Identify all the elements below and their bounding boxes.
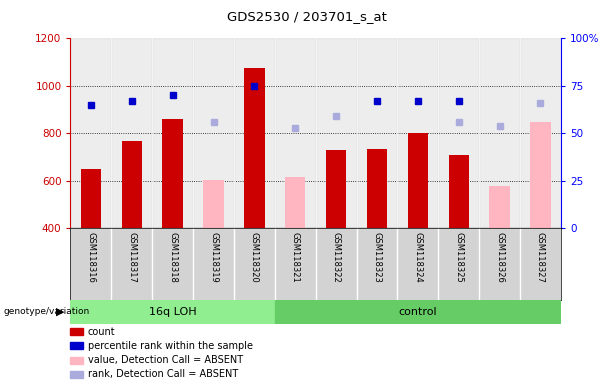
Text: GSM118322: GSM118322 (332, 232, 341, 283)
Bar (70, 343, 83, 349)
FancyBboxPatch shape (275, 300, 561, 324)
Text: GSM118326: GSM118326 (495, 232, 504, 283)
Bar (81, 169, 101, 228)
Text: count: count (88, 327, 115, 337)
Text: GSM118325: GSM118325 (454, 232, 463, 283)
Text: GSM118316: GSM118316 (86, 232, 96, 283)
Text: genotype/variation: genotype/variation (3, 308, 89, 316)
Bar (162, 119, 183, 228)
Text: GSM118319: GSM118319 (209, 232, 218, 283)
Bar (367, 149, 387, 228)
Bar (193, 38, 234, 228)
Bar (112, 38, 152, 228)
Text: GSM118327: GSM118327 (536, 232, 545, 283)
Bar (438, 38, 479, 228)
Bar (449, 155, 469, 228)
Text: GSM118321: GSM118321 (291, 232, 300, 283)
Bar (489, 186, 510, 228)
Bar (121, 141, 142, 228)
Text: ▶: ▶ (56, 307, 64, 317)
Bar (520, 38, 561, 228)
Bar (70, 357, 83, 364)
Text: percentile rank within the sample: percentile rank within the sample (88, 341, 253, 351)
Bar (244, 68, 265, 228)
Bar (204, 180, 224, 228)
Bar (285, 177, 305, 228)
Bar (326, 150, 346, 228)
Bar (70, 38, 112, 228)
Bar (479, 38, 520, 228)
Text: value, Detection Call = ABSENT: value, Detection Call = ABSENT (88, 355, 243, 365)
Text: GSM118320: GSM118320 (250, 232, 259, 283)
Text: 16q LOH: 16q LOH (149, 307, 197, 317)
Bar (234, 38, 275, 228)
Bar (275, 38, 316, 228)
Text: control: control (398, 307, 437, 317)
Bar (70, 371, 83, 378)
Bar (408, 133, 428, 228)
Text: GSM118318: GSM118318 (168, 232, 177, 283)
Bar (70, 328, 83, 335)
Bar (397, 38, 438, 228)
Bar (152, 38, 193, 228)
Text: GSM118323: GSM118323 (373, 232, 381, 283)
Text: rank, Detection Call = ABSENT: rank, Detection Call = ABSENT (88, 369, 238, 379)
Bar (530, 122, 550, 228)
Text: GSM118317: GSM118317 (128, 232, 136, 283)
Bar (357, 38, 397, 228)
Text: GDS2530 / 203701_s_at: GDS2530 / 203701_s_at (227, 10, 386, 23)
FancyBboxPatch shape (70, 300, 275, 324)
Bar (316, 38, 357, 228)
Text: GSM118324: GSM118324 (413, 232, 422, 283)
